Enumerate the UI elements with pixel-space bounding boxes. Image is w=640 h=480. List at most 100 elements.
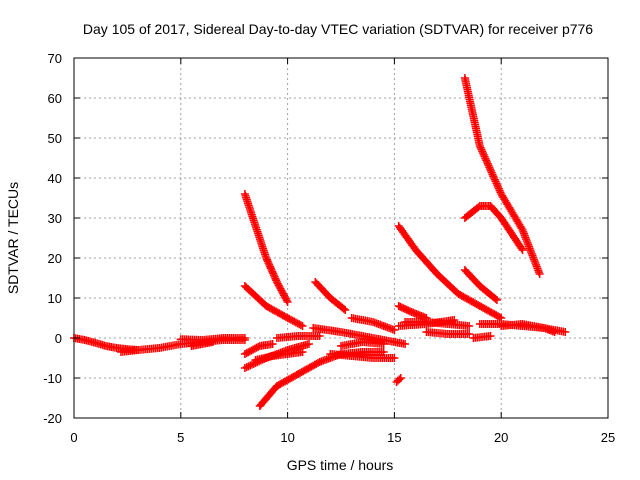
data-point	[490, 175, 499, 184]
series-arc-17	[394, 222, 506, 322]
data-point	[390, 326, 399, 334]
data-point	[246, 361, 255, 370]
y-tick-label: 30	[48, 211, 62, 226]
data-point	[298, 348, 307, 356]
series-arc-13	[309, 324, 410, 348]
data-point	[379, 348, 388, 356]
data-point	[489, 172, 498, 181]
data-point	[485, 163, 494, 172]
series-arc-22	[460, 266, 501, 304]
plot-frame	[73, 57, 609, 419]
data-layer	[70, 74, 570, 410]
chart-title: Day 105 of 2017, Sidereal Day-to-day VTE…	[83, 21, 593, 37]
data-point	[313, 358, 322, 367]
data-point	[304, 340, 313, 348]
data-point	[517, 224, 526, 233]
data-point	[240, 334, 249, 342]
y-tick-label: 40	[48, 171, 62, 186]
data-point	[486, 165, 495, 174]
data-point	[518, 246, 527, 254]
data-point	[208, 338, 217, 346]
data-point	[475, 142, 484, 150]
data-point	[517, 244, 526, 253]
data-point	[270, 272, 279, 281]
data-point	[535, 270, 544, 278]
y-tick-label: 10	[48, 291, 62, 306]
series-arc-12	[311, 278, 350, 314]
y-tick-label: 50	[48, 131, 62, 146]
series-arc-20	[394, 316, 459, 330]
data-point	[494, 184, 503, 193]
series-arc-25	[469, 332, 495, 342]
series-arc-11	[272, 332, 324, 342]
y-tick-label: 0	[55, 331, 62, 346]
y-axis-title: SDTVAR / TECUs	[5, 182, 21, 294]
data-point	[488, 170, 497, 179]
series-arc-10	[255, 348, 388, 410]
y-tick-label: -10	[43, 371, 62, 386]
data-point	[550, 328, 559, 336]
data-point	[465, 322, 474, 330]
data-point	[267, 266, 276, 274]
data-point	[341, 306, 350, 314]
series-arc-27	[497, 320, 559, 336]
data-point	[477, 145, 486, 154]
y-tick-label: 60	[48, 91, 62, 106]
data-point	[390, 354, 399, 362]
data-point	[492, 296, 501, 304]
data-point	[282, 296, 291, 305]
data-point	[298, 322, 307, 330]
data-point	[561, 328, 570, 336]
x-tick-label: 20	[494, 430, 508, 445]
data-point	[271, 274, 280, 283]
data-point	[315, 332, 324, 340]
data-point	[269, 271, 278, 280]
y-tick-label: 20	[48, 251, 62, 266]
grid-lines	[74, 58, 608, 418]
series-arc-7	[240, 340, 277, 358]
x-tick-label: 10	[280, 430, 294, 445]
data-point	[494, 182, 503, 191]
data-point	[265, 260, 274, 269]
x-tick-label: 25	[601, 430, 615, 445]
data-point	[450, 316, 459, 324]
data-point	[484, 161, 493, 170]
y-tick-label: 70	[48, 51, 62, 66]
data-point	[379, 340, 388, 348]
y-tick-label: -20	[43, 411, 62, 426]
data-point	[493, 181, 502, 190]
data-point	[491, 177, 500, 186]
data-point	[266, 264, 275, 273]
x-tick-label: 5	[177, 430, 184, 445]
data-point	[482, 156, 491, 165]
data-point	[396, 374, 405, 382]
data-point	[395, 375, 404, 384]
data-point	[486, 166, 495, 175]
data-point	[262, 254, 271, 262]
data-point	[268, 340, 277, 348]
data-point	[263, 257, 272, 266]
data-point	[264, 259, 273, 268]
data-point	[401, 340, 410, 348]
data-point	[480, 152, 489, 161]
data-point	[296, 321, 305, 330]
data-point	[479, 149, 488, 158]
data-point	[482, 158, 491, 166]
series-arc-15	[347, 314, 399, 334]
series-arc-14	[337, 338, 388, 350]
data-point	[269, 269, 278, 278]
series-arc-5	[240, 190, 292, 306]
data-point	[254, 342, 263, 351]
series-arc-16	[326, 350, 399, 362]
series-arc-21	[422, 328, 474, 338]
data-point	[465, 330, 474, 338]
data-point	[483, 159, 492, 168]
series-arc-23	[460, 202, 527, 254]
data-point	[244, 362, 253, 371]
data-point	[249, 359, 258, 368]
series-arc-6	[240, 282, 307, 330]
data-point	[339, 304, 348, 313]
data-point	[263, 255, 272, 264]
data-point	[487, 168, 496, 177]
data-point	[283, 298, 292, 306]
